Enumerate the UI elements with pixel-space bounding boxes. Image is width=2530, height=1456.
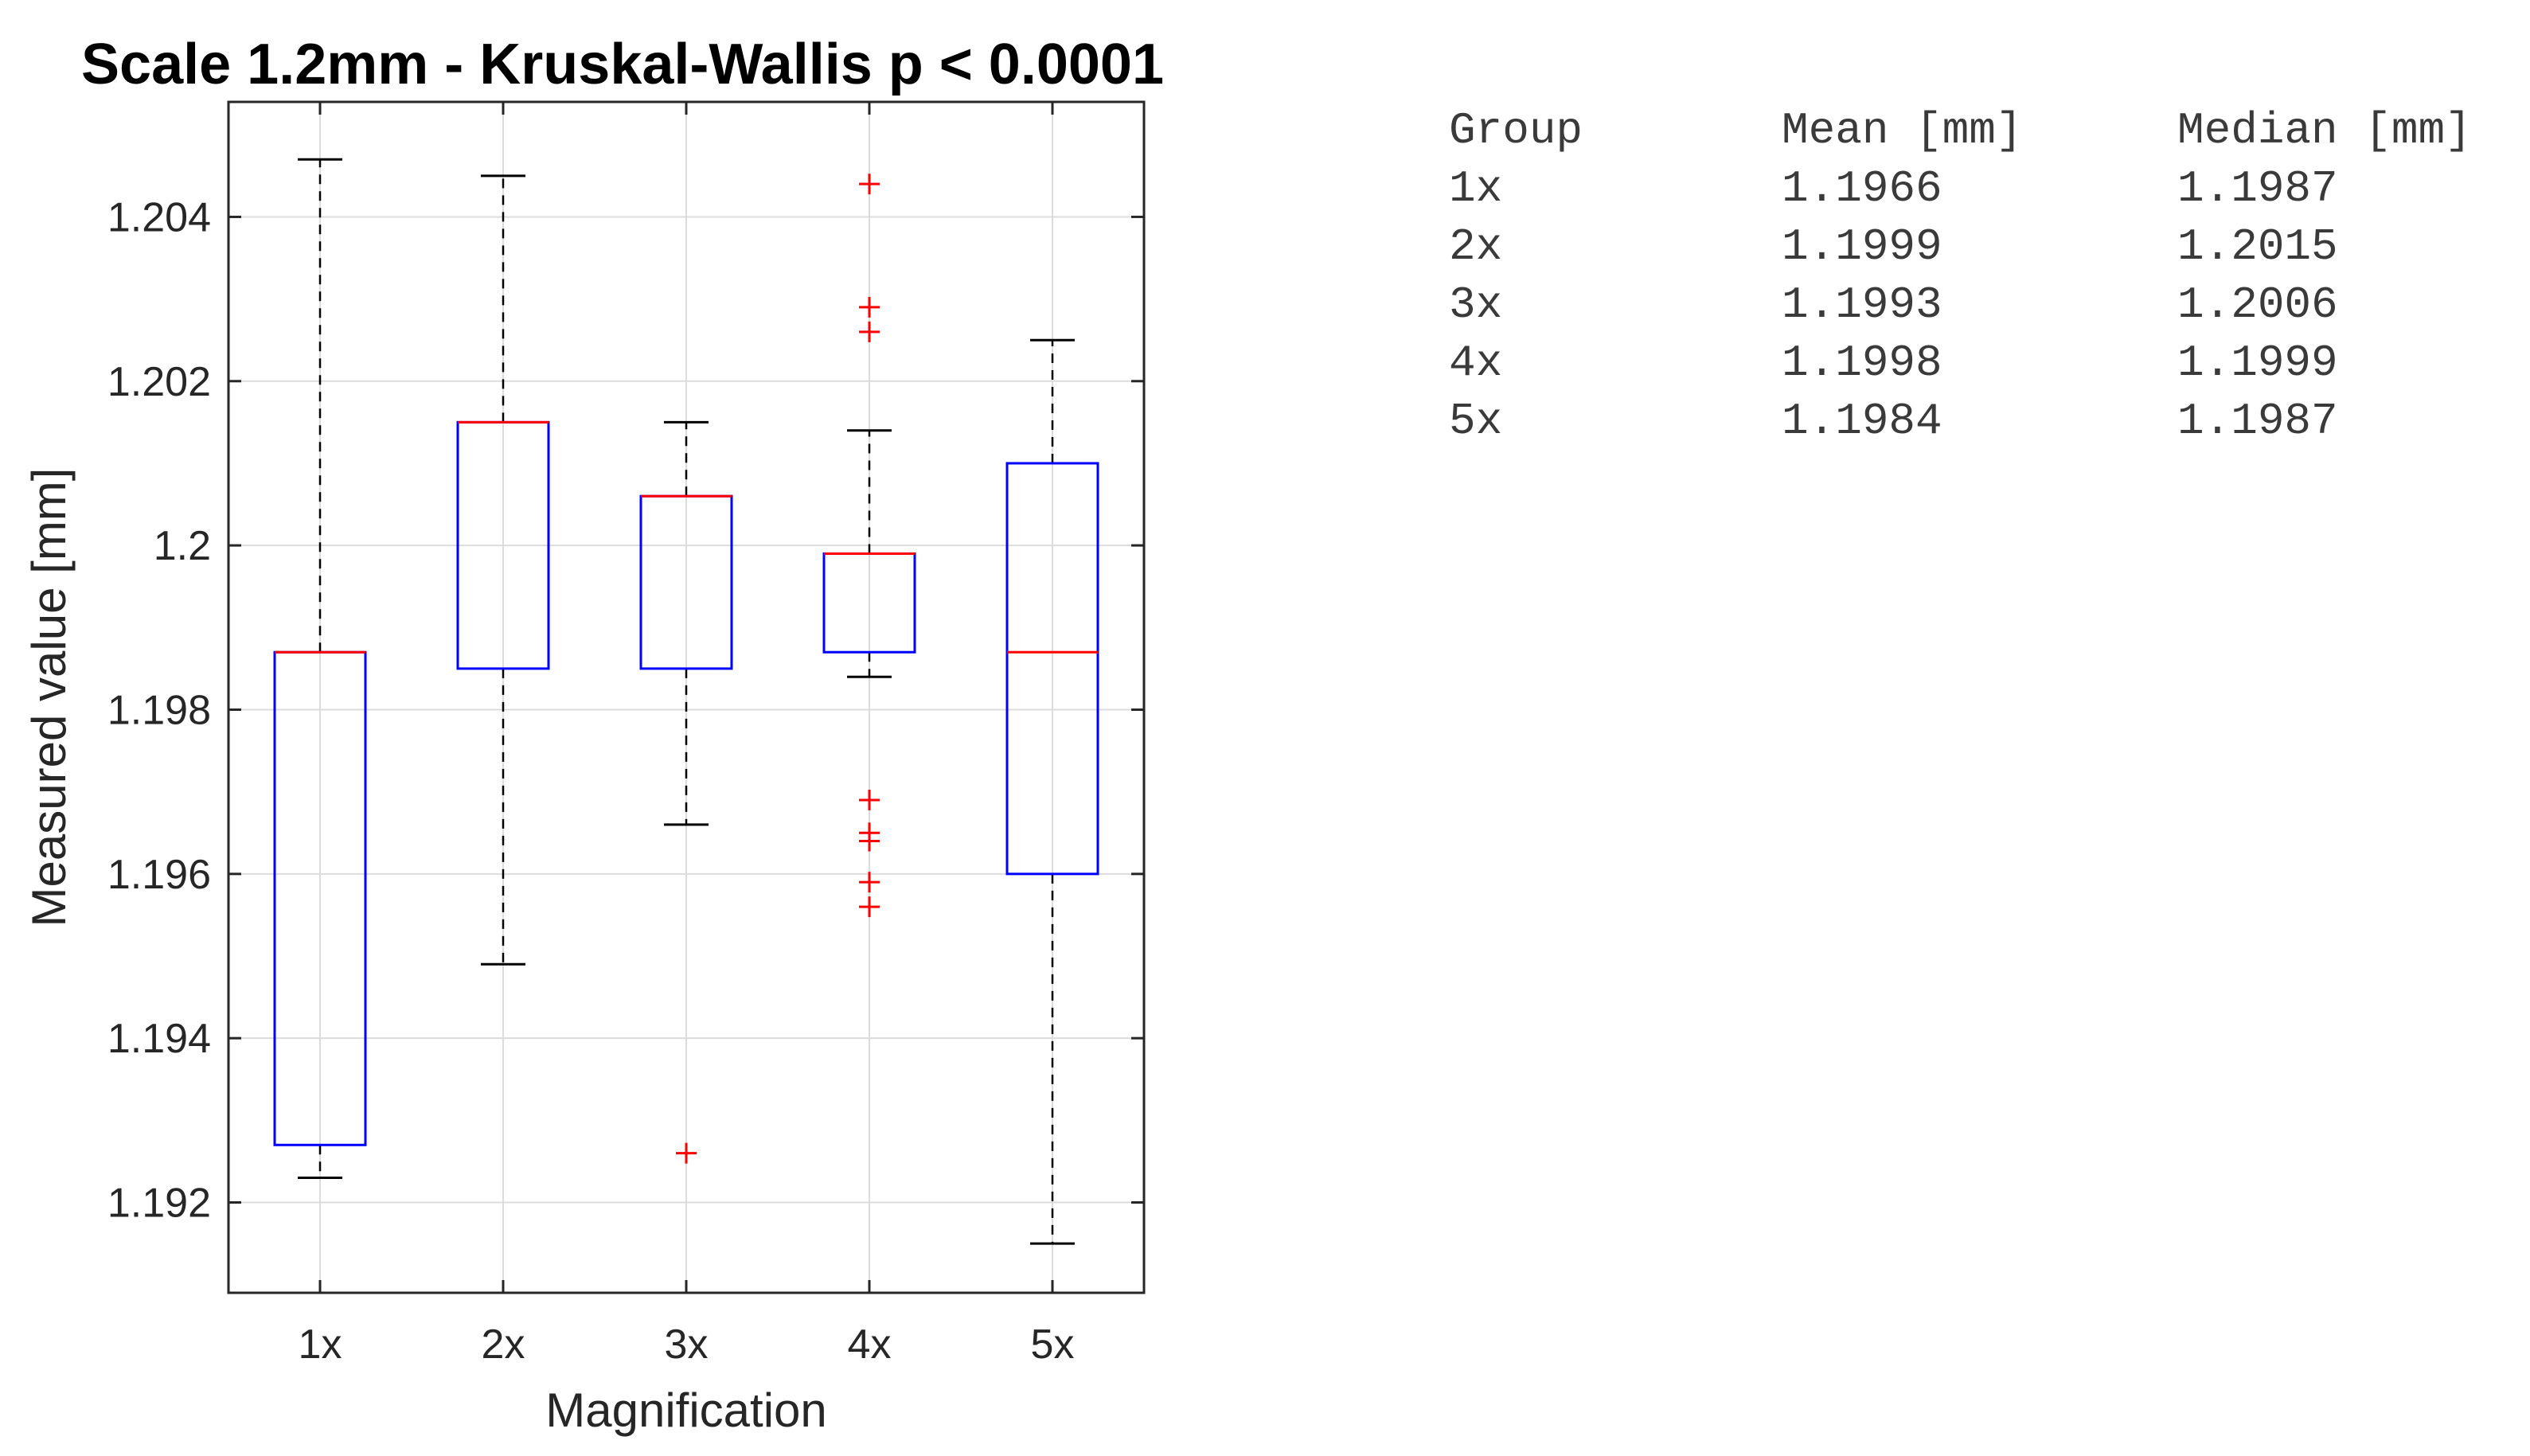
outlier-marker xyxy=(859,830,880,852)
x-tick-label: 2x xyxy=(482,1321,525,1368)
outlier-marker xyxy=(859,789,880,810)
header-group: Group xyxy=(1449,105,1583,156)
box-2x xyxy=(456,174,550,966)
cell-median: 1.2015 xyxy=(2177,221,2338,272)
x-axis-label: Magnification xyxy=(545,1384,827,1437)
stats-table-row: 3x 1.1993 1.2006 xyxy=(1449,276,2512,334)
stats-table-row: 5x 1.1984 1.1987 xyxy=(1449,392,2512,451)
y-tick-label: 1.204 xyxy=(107,194,211,240)
stats-table: Group Mean [mm] Median [mm] 1x 1.1966 1.… xyxy=(1449,102,2512,451)
cell-group: 3x xyxy=(1449,279,1503,330)
outlier-marker xyxy=(859,174,880,195)
y-tick-label: 1.196 xyxy=(107,852,211,898)
y-tick-label: 1.194 xyxy=(107,1016,211,1062)
y-tick-label: 1.192 xyxy=(107,1181,211,1227)
y-tick-label: 1.202 xyxy=(107,359,211,405)
x-tick-label: 1x xyxy=(299,1321,342,1368)
cell-median: 1.2006 xyxy=(2177,279,2338,330)
x-tick-label: 3x xyxy=(665,1321,709,1368)
y-tick-label: 1.198 xyxy=(107,687,211,733)
cell-group: 1x xyxy=(1449,163,1503,214)
box-3x xyxy=(639,420,733,1164)
outlier-marker xyxy=(859,872,880,893)
box-series xyxy=(273,158,1099,1245)
outlier-marker xyxy=(859,321,880,342)
box-5x xyxy=(1005,338,1099,1245)
cell-group: 2x xyxy=(1449,221,1503,272)
cell-median: 1.1987 xyxy=(2177,163,2338,214)
outlier-marker xyxy=(676,1142,697,1164)
outlier-marker xyxy=(859,296,880,318)
cell-group: 4x xyxy=(1449,338,1503,388)
cell-mean: 1.1998 xyxy=(1782,338,1942,388)
chart-title: Scale 1.2mm - Kruskal-Wallis p < 0.0001 xyxy=(81,33,1164,96)
box-4x xyxy=(822,174,916,918)
x-tick-label: 5x xyxy=(1031,1321,1075,1368)
cell-median: 1.1999 xyxy=(2177,338,2338,388)
stats-table-header: Group Mean [mm] Median [mm] xyxy=(1449,102,2512,160)
outlier-marker xyxy=(859,896,880,918)
cell-median: 1.1987 xyxy=(2177,396,2338,447)
stats-table-row: 4x 1.1998 1.1999 xyxy=(1449,334,2512,392)
y-tick-label: 1.2 xyxy=(154,523,211,569)
cell-mean: 1.1966 xyxy=(1782,163,1942,214)
header-mean: Mean [mm] xyxy=(1782,105,2023,156)
cell-mean: 1.1999 xyxy=(1782,221,1942,272)
axis-ticks: 1.192 1.194 1.196 1.198 1.2 1.202 1.204 1x 2x 3x 4… xyxy=(107,102,1144,1368)
iqr-box xyxy=(1005,462,1099,876)
x-tick-label: 4x xyxy=(848,1321,892,1368)
stats-table-row: 1x 1.1966 1.1987 xyxy=(1449,160,2512,218)
cell-mean: 1.1984 xyxy=(1782,396,1942,447)
header-median: Median [mm] xyxy=(2177,105,2472,156)
cell-group: 5x xyxy=(1449,396,1503,447)
box-1x xyxy=(273,158,367,1180)
cell-mean: 1.1993 xyxy=(1782,279,1942,330)
stats-table-row: 2x 1.1999 1.2015 xyxy=(1449,218,2512,276)
y-axis-label: Measured value [mm] xyxy=(22,468,76,927)
